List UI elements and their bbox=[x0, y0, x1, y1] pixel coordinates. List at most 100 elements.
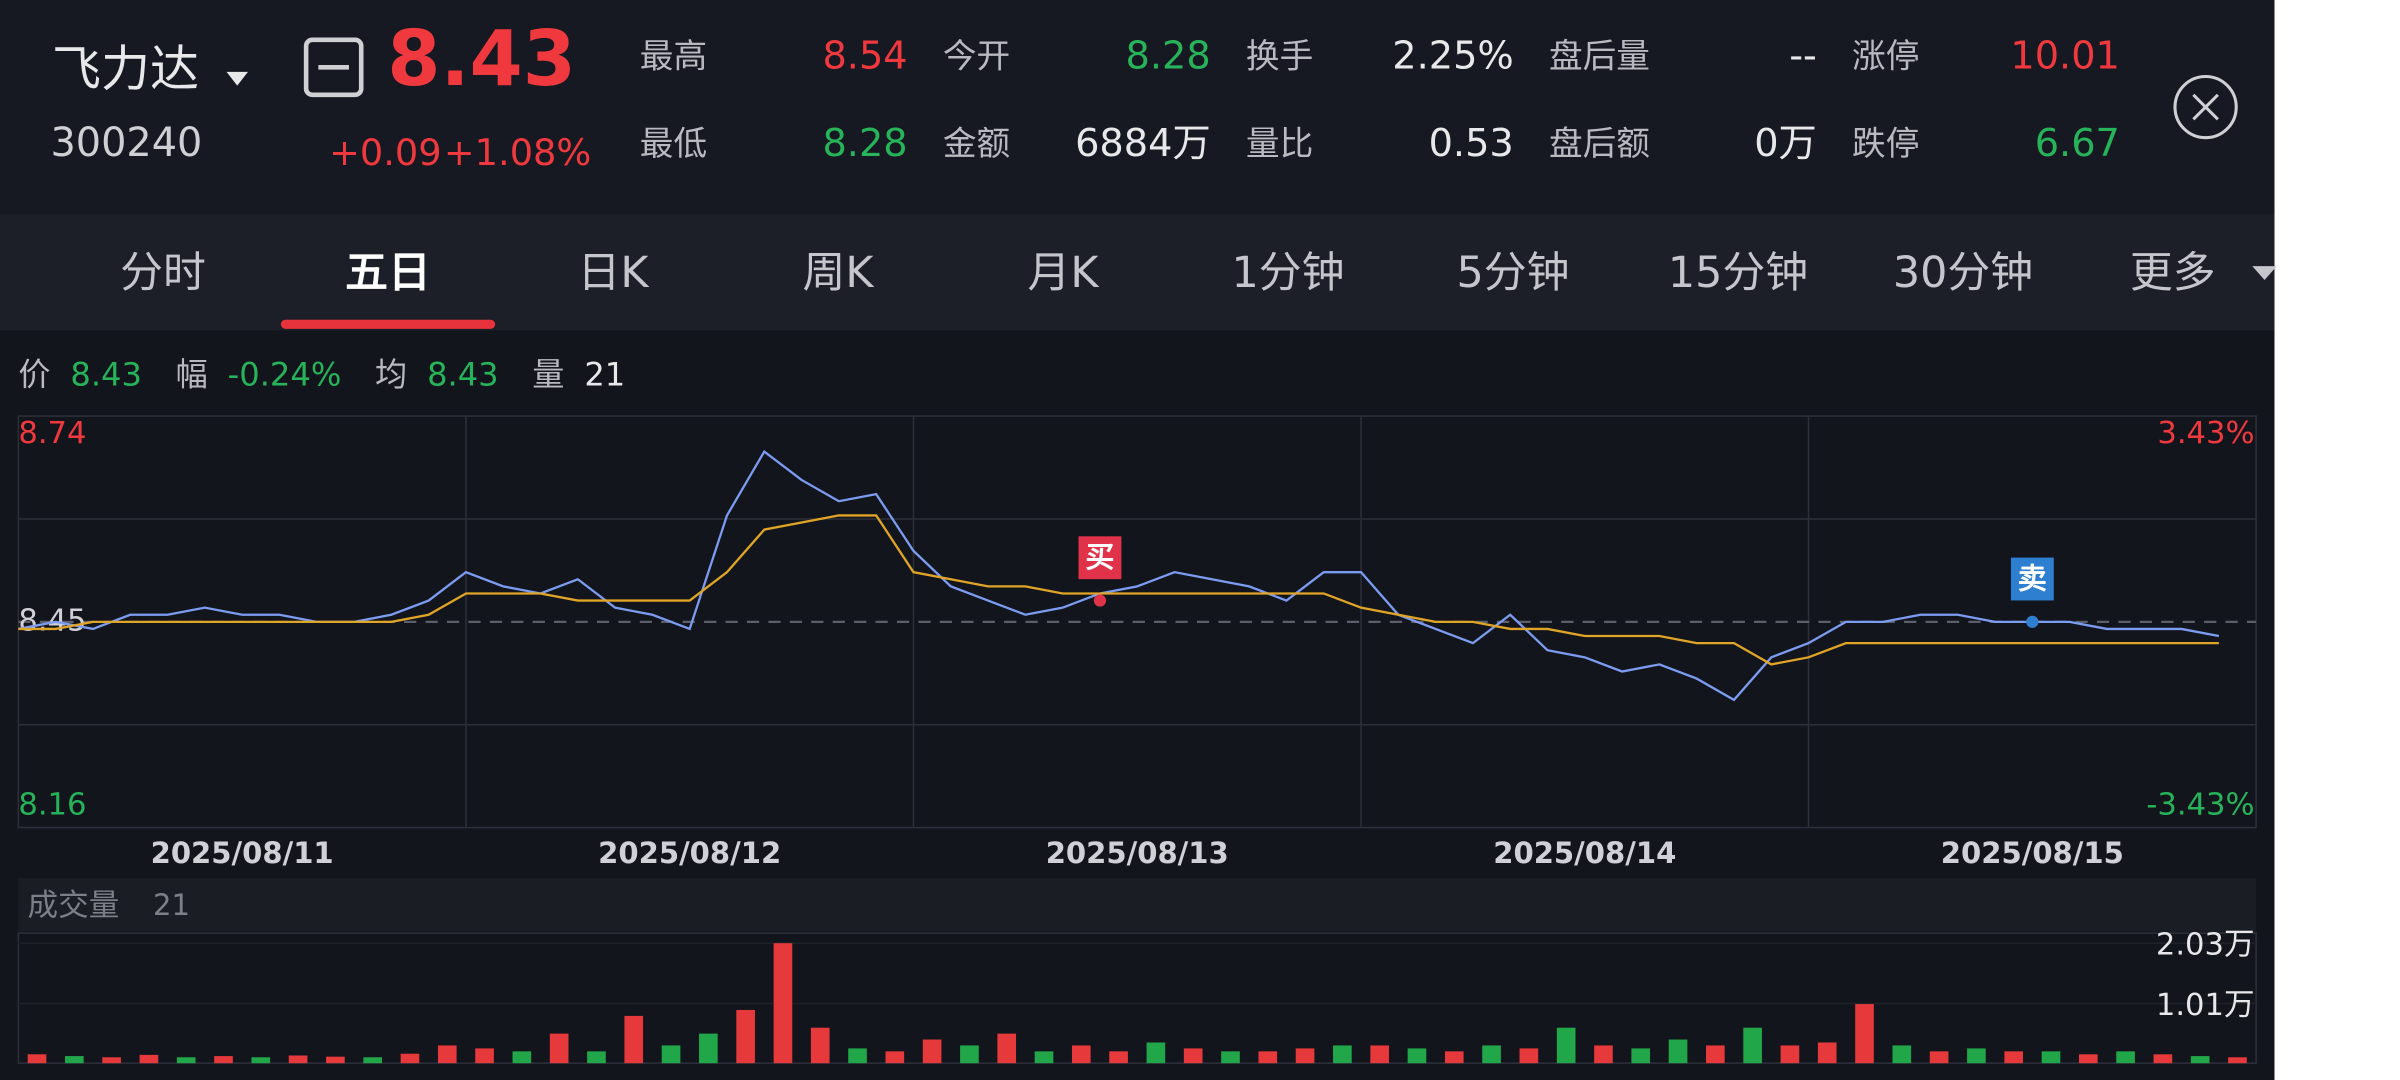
volume-bar bbox=[810, 1027, 830, 1064]
price-change: +0.09 bbox=[329, 131, 442, 174]
tab[interactable]: 月K bbox=[1028, 248, 1100, 298]
y2-tick-label: -3.43% bbox=[2146, 788, 2254, 823]
volume-bar bbox=[251, 1057, 271, 1064]
last-price: 8.43 bbox=[387, 15, 576, 104]
volume-bar bbox=[1817, 1042, 1837, 1064]
volume-bar bbox=[2190, 1056, 2210, 1064]
volume-value: 21 bbox=[153, 888, 190, 922]
tab[interactable]: 30分钟 bbox=[1893, 248, 2033, 298]
stat-value: 6.67 bbox=[2035, 121, 2120, 166]
stat-value: 10.01 bbox=[2010, 34, 2120, 79]
info-value: 8.43 bbox=[427, 355, 499, 393]
volume-bar bbox=[1482, 1045, 1501, 1064]
stat-value: 8.28 bbox=[1126, 34, 1211, 79]
volume-bar bbox=[64, 1056, 84, 1064]
stat-label: 盘后量 bbox=[1549, 37, 1650, 76]
volume-bar bbox=[2153, 1054, 2173, 1064]
volume-bar bbox=[437, 1045, 457, 1064]
stat-label: 换手 bbox=[1246, 37, 1313, 76]
tab[interactable]: 分时 bbox=[120, 248, 206, 298]
volume-bar bbox=[102, 1057, 121, 1064]
volume-header bbox=[18, 878, 2257, 932]
stock-name[interactable]: 飞力达 bbox=[52, 40, 199, 97]
volume-bar bbox=[2116, 1051, 2135, 1064]
stat-value: 0万 bbox=[1754, 121, 1817, 166]
volume-bar bbox=[475, 1048, 494, 1064]
stat-value: 6884万 bbox=[1075, 121, 1211, 166]
volume-bar bbox=[2078, 1054, 2098, 1064]
volume-bar bbox=[1183, 1048, 1203, 1064]
stat-label: 金额 bbox=[943, 124, 1010, 163]
volume-bar bbox=[624, 1015, 644, 1064]
stat-value: 8.28 bbox=[822, 121, 907, 166]
tab[interactable]: 5分钟 bbox=[1457, 248, 1570, 298]
y2-tick-label: 3.43% bbox=[2157, 416, 2254, 451]
volume-bar bbox=[848, 1048, 867, 1064]
date-label: 2025/08/15 bbox=[1941, 836, 2124, 870]
volume-bar bbox=[288, 1055, 308, 1064]
volume-bar bbox=[512, 1051, 532, 1064]
date-label: 2025/08/13 bbox=[1046, 836, 1229, 870]
tab[interactable]: 五日 bbox=[345, 248, 431, 298]
stat-label: 跌停 bbox=[1852, 124, 1919, 163]
info-value: -0.24% bbox=[228, 355, 342, 393]
volume-tick-label: 1.01万 bbox=[2156, 988, 2255, 1023]
tab[interactable]: 周K bbox=[803, 248, 875, 298]
volume-bar bbox=[960, 1045, 979, 1064]
volume-tick-label: 2.03万 bbox=[2156, 928, 2255, 963]
volume-bar bbox=[699, 1033, 718, 1064]
more-dropdown bbox=[2252, 266, 2277, 280]
close-icon bbox=[2192, 93, 2219, 121]
volume-bar bbox=[773, 943, 793, 1064]
trade-label: 卖 bbox=[2018, 562, 2047, 596]
stat-label: 今开 bbox=[943, 37, 1010, 76]
volume-bar bbox=[885, 1051, 905, 1064]
volume-bar bbox=[1855, 1004, 1874, 1064]
info-label: 价 bbox=[18, 355, 50, 393]
stat-value: 8.54 bbox=[822, 34, 907, 79]
volume-bar bbox=[587, 1051, 606, 1064]
volume-bar bbox=[1333, 1045, 1352, 1064]
trade-point bbox=[2026, 615, 2039, 628]
volume-bar bbox=[326, 1056, 345, 1064]
info-value: 21 bbox=[584, 355, 625, 393]
volume-bar bbox=[1519, 1048, 1539, 1064]
info-value: 8.43 bbox=[70, 355, 142, 393]
volume-bar bbox=[27, 1054, 47, 1064]
info-label: 幅 bbox=[176, 355, 208, 393]
tab[interactable]: 15分钟 bbox=[1668, 248, 1808, 298]
close-button[interactable] bbox=[2173, 74, 2238, 140]
volume-bar bbox=[1109, 1051, 1128, 1064]
tab[interactable]: 更多 bbox=[2130, 248, 2216, 298]
stat-label: 盘后额 bbox=[1549, 124, 1650, 163]
tab[interactable]: 1分钟 bbox=[1232, 248, 1345, 298]
volume-bar bbox=[1258, 1051, 1278, 1064]
volume-bar bbox=[997, 1033, 1017, 1064]
volume-bar bbox=[1370, 1045, 1389, 1064]
tab-indicator bbox=[280, 319, 496, 329]
volume-bar bbox=[1967, 1048, 1986, 1064]
volume-bar bbox=[736, 1009, 755, 1064]
info-label: 量 bbox=[532, 355, 564, 393]
trade-badge bbox=[1078, 536, 1122, 580]
volume-bar bbox=[139, 1054, 159, 1064]
stat-label: 最低 bbox=[640, 124, 707, 163]
volume-bar bbox=[1407, 1048, 1427, 1064]
quote-header bbox=[0, 0, 2275, 215]
name-dropdown[interactable] bbox=[226, 71, 248, 86]
volume-bar bbox=[363, 1057, 383, 1064]
trade-point bbox=[1093, 594, 1107, 607]
volume-bar bbox=[1146, 1042, 1166, 1064]
volume-bar bbox=[1221, 1051, 1240, 1064]
volume-bar bbox=[661, 1045, 681, 1064]
stock-code: 300240 bbox=[51, 120, 203, 166]
volume-bar bbox=[1071, 1045, 1091, 1064]
date-label: 2025/08/11 bbox=[151, 836, 334, 870]
y-tick-label: 8.16 bbox=[18, 788, 86, 823]
tab[interactable]: 日K bbox=[578, 248, 650, 298]
volume-bar bbox=[2228, 1057, 2247, 1064]
date-label: 2025/08/12 bbox=[598, 836, 781, 870]
volume-bar bbox=[1556, 1027, 1576, 1064]
collapse-button[interactable] bbox=[303, 37, 364, 98]
